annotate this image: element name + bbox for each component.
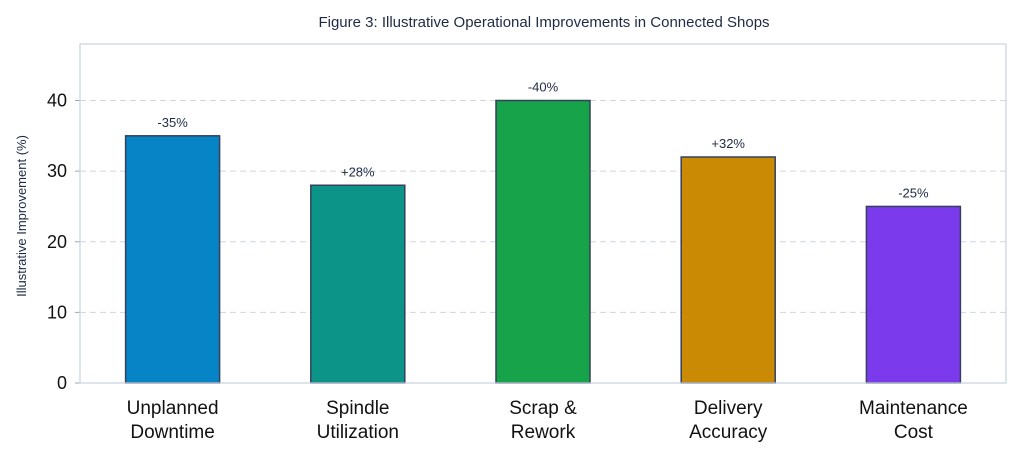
y-tick-label: 30	[47, 161, 67, 181]
x-tick-label: Maintenance Cost	[859, 398, 968, 443]
x-tick-label: Spindle Utilization	[317, 398, 399, 443]
y-axis-label: Illustrative Improvement (%)	[14, 135, 29, 297]
data-label: +28%	[341, 164, 375, 179]
x-tick-label-line: Maintenance	[859, 398, 968, 419]
x-tick-label-line: Delivery	[694, 398, 763, 419]
x-tick-label-line: Cost	[894, 422, 934, 443]
x-tick-label-line: Utilization	[317, 422, 399, 443]
x-axis-ticks: Unplanned Downtime Spindle Utilization Scrap…	[127, 398, 968, 443]
y-tick-label: 40	[47, 91, 67, 111]
y-tick-label: 0	[57, 373, 67, 393]
y-tick-label: 20	[47, 232, 67, 252]
x-tick-label: Delivery Accuracy	[689, 398, 768, 443]
bar	[310, 184, 406, 384]
x-tick-label-line: Accuracy	[689, 422, 768, 443]
data-labels: -35% +28% -40% +32% -25%	[157, 80, 929, 201]
x-tick-label: Scrap & Rework	[509, 398, 577, 443]
data-label: -25%	[898, 185, 929, 200]
data-label: -40%	[528, 80, 559, 95]
data-label: +32%	[711, 136, 745, 151]
bar	[865, 205, 962, 384]
bar	[495, 99, 591, 384]
plot-frame	[79, 43, 1007, 384]
bars	[124, 99, 962, 384]
x-tick-label-line: Spindle	[326, 398, 389, 419]
bar	[680, 156, 776, 384]
chart-title: Figure 3: Illustrative Operational Impro…	[318, 14, 769, 31]
y-tick-label: 10	[47, 302, 67, 322]
x-tick-label-line: Rework	[511, 422, 576, 443]
y-axis-ticks: 0 10 20 30 40	[47, 91, 80, 393]
data-label: -35%	[157, 115, 188, 130]
x-tick-label-line: Unplanned	[127, 398, 219, 419]
x-tick-label-line: Downtime	[130, 422, 214, 443]
bar	[124, 135, 221, 384]
x-tick-label: Unplanned Downtime	[127, 398, 219, 443]
x-tick-label-line: Scrap &	[509, 398, 577, 419]
